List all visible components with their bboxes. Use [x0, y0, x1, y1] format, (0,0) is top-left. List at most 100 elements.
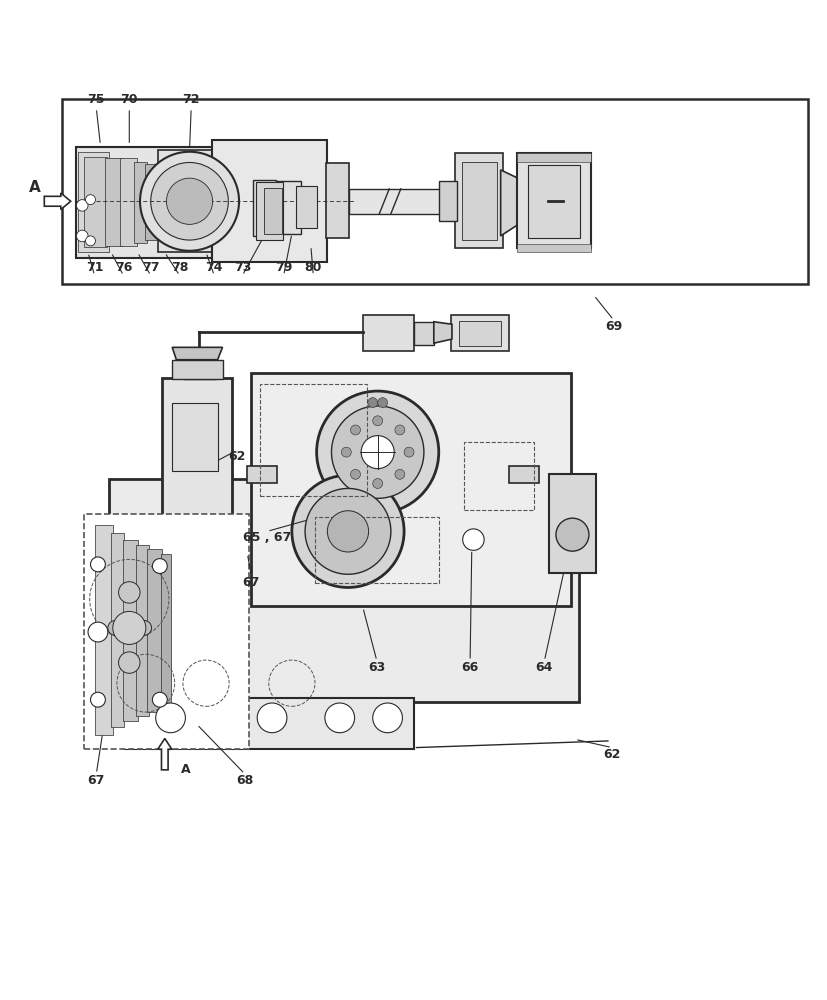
Circle shape	[372, 479, 382, 488]
Polygon shape	[172, 347, 222, 360]
Bar	[509, 466, 538, 483]
Bar	[348, 189, 441, 214]
Bar	[459, 321, 500, 346]
Bar	[451, 315, 509, 351]
Circle shape	[316, 391, 438, 513]
Bar	[172, 403, 218, 471]
Circle shape	[404, 447, 414, 457]
Text: 71: 71	[86, 261, 103, 274]
Bar	[276, 181, 300, 234]
Bar	[61, 99, 807, 284]
Circle shape	[394, 425, 404, 435]
Circle shape	[555, 518, 588, 551]
Circle shape	[85, 195, 95, 205]
Text: 76: 76	[115, 261, 132, 274]
Circle shape	[372, 703, 402, 733]
Bar	[438, 181, 457, 221]
Text: 68: 68	[236, 774, 253, 787]
Bar	[120, 158, 136, 246]
Bar	[455, 153, 503, 248]
Text: 75: 75	[88, 93, 105, 106]
Bar	[547, 474, 595, 573]
Text: 77: 77	[142, 261, 160, 274]
Bar	[145, 164, 160, 240]
Bar	[461, 162, 496, 240]
Circle shape	[462, 529, 484, 550]
Circle shape	[341, 447, 351, 457]
Text: 63: 63	[368, 661, 385, 674]
Bar	[134, 162, 147, 243]
Circle shape	[361, 436, 394, 469]
Circle shape	[112, 611, 146, 644]
Circle shape	[257, 703, 287, 733]
Circle shape	[118, 582, 140, 603]
Bar	[104, 158, 122, 246]
Bar	[247, 466, 277, 483]
Circle shape	[350, 469, 360, 479]
Bar	[94, 525, 112, 735]
Bar	[212, 140, 327, 262]
Text: 64: 64	[535, 661, 552, 674]
Polygon shape	[433, 322, 452, 343]
Circle shape	[324, 703, 354, 733]
Circle shape	[367, 398, 377, 408]
Circle shape	[331, 406, 423, 498]
Bar	[122, 540, 137, 721]
Text: 67: 67	[88, 774, 105, 787]
Text: 65 , 67: 65 , 67	[242, 531, 291, 544]
Bar	[463, 442, 533, 510]
Text: 79: 79	[275, 261, 292, 274]
Bar	[75, 147, 228, 258]
Bar	[362, 315, 414, 351]
Text: 62: 62	[227, 450, 245, 463]
Circle shape	[304, 488, 390, 574]
Text: 72: 72	[182, 93, 199, 106]
Circle shape	[155, 703, 185, 733]
Bar	[376, 466, 406, 483]
FancyArrow shape	[158, 738, 171, 770]
Bar	[325, 163, 348, 238]
Circle shape	[118, 652, 140, 673]
Text: 70: 70	[121, 93, 138, 106]
Bar	[125, 698, 414, 749]
FancyArrow shape	[45, 193, 70, 210]
Text: A: A	[28, 180, 41, 195]
Text: 62: 62	[603, 748, 620, 761]
Text: 73: 73	[233, 261, 251, 274]
Bar	[111, 533, 124, 727]
Text: 80: 80	[304, 261, 322, 274]
Circle shape	[76, 230, 88, 242]
Circle shape	[76, 200, 88, 211]
Bar	[84, 514, 249, 749]
Circle shape	[377, 398, 387, 408]
Bar	[162, 378, 232, 517]
Bar	[147, 549, 162, 712]
Circle shape	[394, 469, 404, 479]
Circle shape	[350, 425, 360, 435]
Bar	[314, 517, 438, 583]
Text: 74: 74	[205, 261, 222, 274]
Bar	[251, 373, 570, 606]
Circle shape	[166, 178, 213, 224]
Text: 66: 66	[461, 661, 478, 674]
Bar	[264, 188, 282, 234]
Circle shape	[291, 475, 404, 587]
Circle shape	[108, 620, 122, 635]
Circle shape	[152, 692, 167, 707]
Bar	[158, 150, 241, 252]
Bar	[160, 554, 171, 708]
Circle shape	[88, 622, 108, 642]
Bar	[517, 153, 590, 248]
Circle shape	[140, 152, 239, 251]
Circle shape	[136, 620, 151, 635]
Text: A: A	[181, 763, 191, 776]
Circle shape	[85, 236, 95, 246]
Bar	[78, 152, 109, 252]
Circle shape	[151, 162, 228, 240]
Bar	[414, 322, 433, 345]
Circle shape	[90, 557, 105, 572]
Polygon shape	[500, 170, 519, 236]
Bar	[528, 165, 579, 238]
Bar	[108, 479, 578, 702]
Bar	[84, 157, 107, 247]
